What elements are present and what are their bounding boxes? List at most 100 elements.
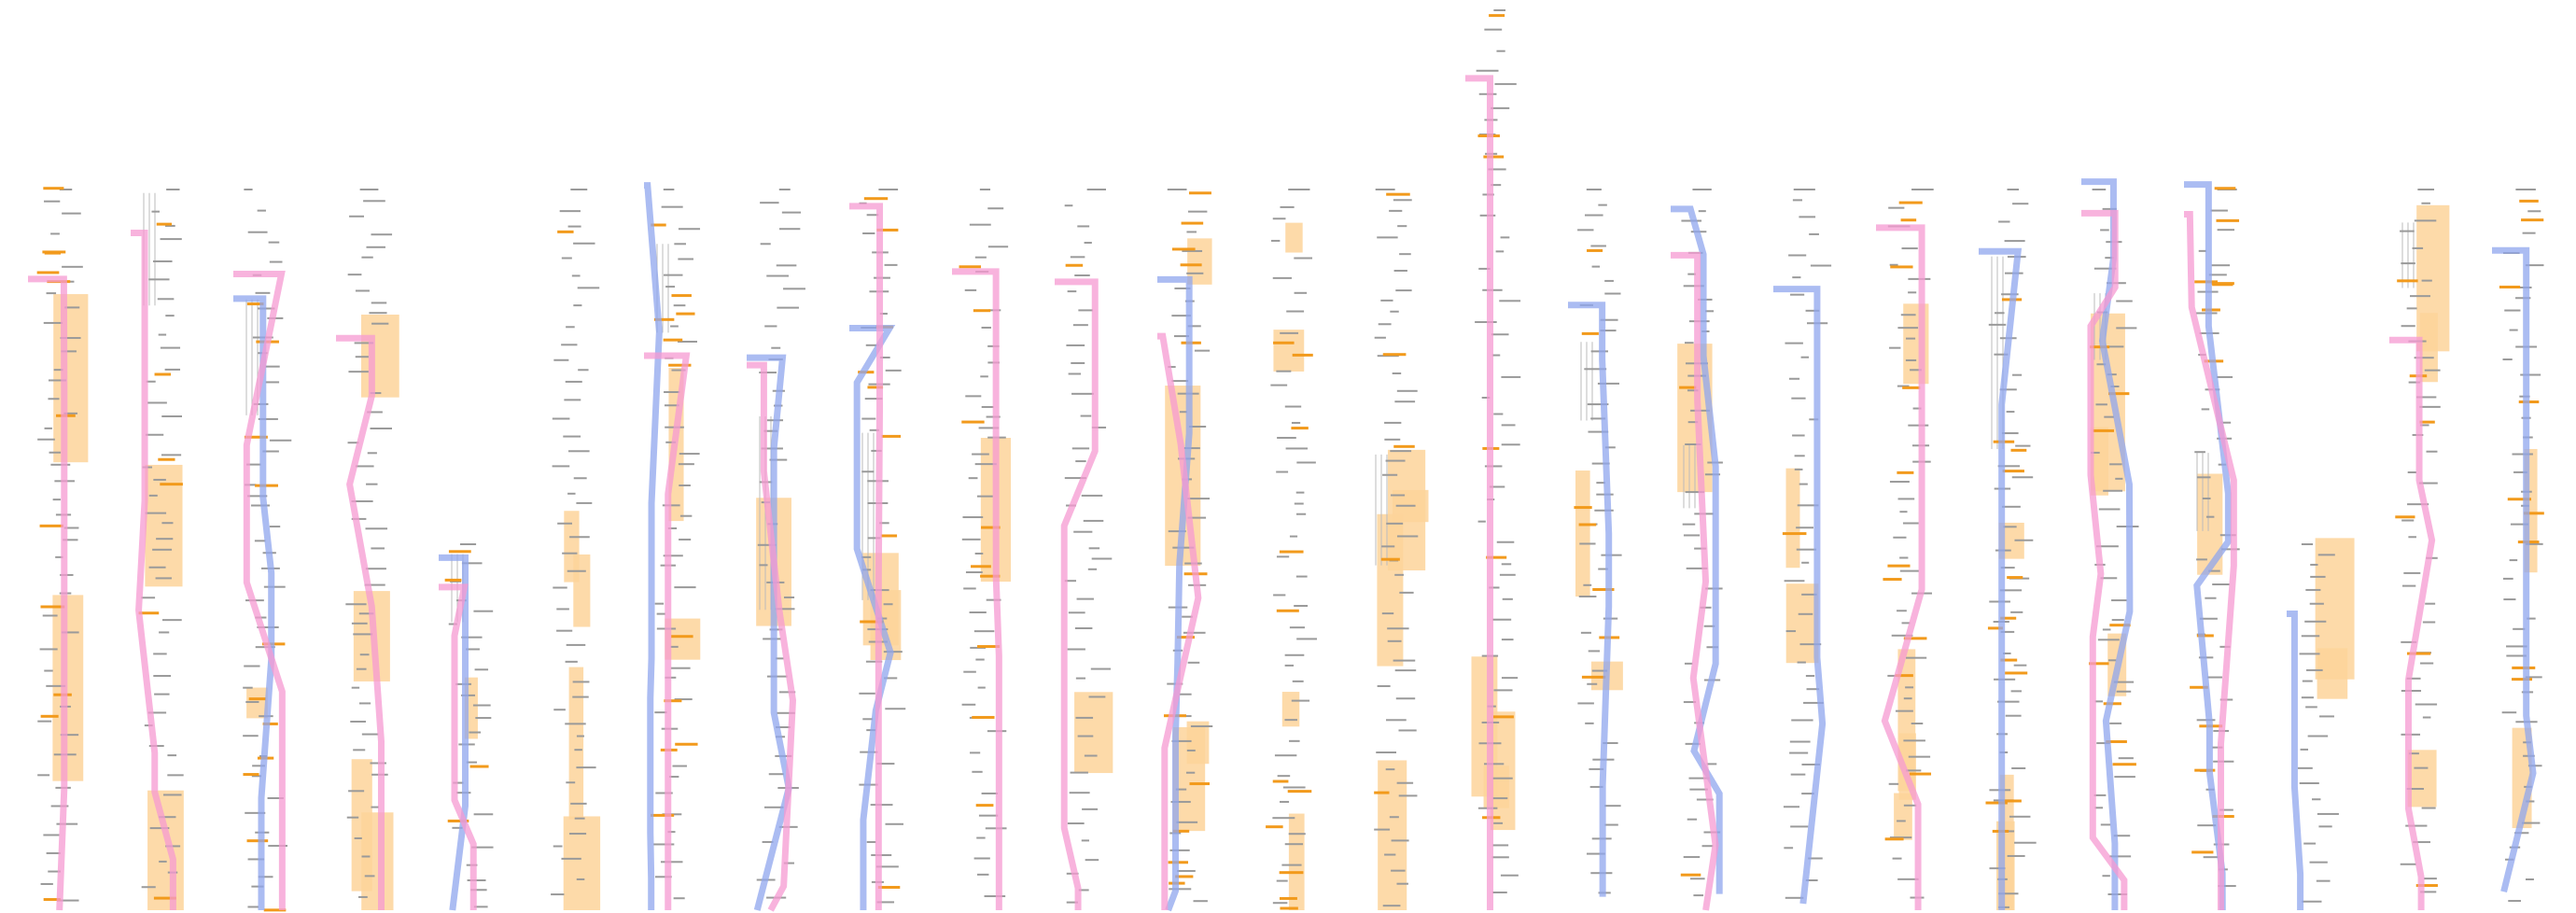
item-dash xyxy=(2201,408,2210,411)
item-dash xyxy=(2316,879,2331,882)
item-dash xyxy=(2527,210,2541,213)
item-dash xyxy=(1597,382,1619,385)
item-dash xyxy=(1687,818,1698,821)
item-dash xyxy=(1086,189,1106,190)
item-dash xyxy=(57,899,79,902)
item-dash xyxy=(162,794,182,796)
item-dash xyxy=(257,625,279,628)
item-dash xyxy=(1393,659,1416,662)
item-dash xyxy=(2410,295,2430,298)
item-dash xyxy=(361,855,371,858)
item-dash xyxy=(1277,775,1291,778)
item-dash xyxy=(760,202,779,204)
marker xyxy=(1181,221,1204,225)
item-dash xyxy=(2002,652,2011,654)
region-block xyxy=(53,294,89,463)
item-dash xyxy=(1791,397,1806,400)
marker xyxy=(1272,780,1289,783)
item-dash xyxy=(1789,740,1811,743)
item-dash xyxy=(2406,677,2421,680)
item-dash xyxy=(1589,767,1604,770)
item-dash xyxy=(2503,598,2516,601)
item-dash xyxy=(2509,559,2518,562)
item-dash xyxy=(1491,333,1509,336)
item-dash xyxy=(778,189,791,190)
item-dash xyxy=(757,543,777,546)
item-dash xyxy=(1077,735,1094,737)
item-dash xyxy=(1276,370,1292,372)
item-dash xyxy=(2105,257,2115,260)
item-dash xyxy=(1577,229,1594,232)
item-dash xyxy=(1604,279,1614,282)
item-dash xyxy=(267,796,284,799)
item-dash xyxy=(269,526,281,528)
item-dash xyxy=(1685,442,1701,445)
item-dash xyxy=(1284,653,1305,656)
item-dash xyxy=(2400,863,2416,865)
marker xyxy=(2000,658,2018,662)
item-dash xyxy=(1491,856,1509,859)
item-dash xyxy=(251,775,261,778)
item-dash xyxy=(1169,849,1190,851)
item-dash xyxy=(1501,639,1514,641)
item-dash xyxy=(963,670,976,673)
item-dash xyxy=(1091,426,1107,428)
route xyxy=(1465,75,1494,910)
item-dash xyxy=(777,711,795,714)
item-dash xyxy=(2426,450,2438,453)
item-dash xyxy=(2510,523,2529,526)
item-dash xyxy=(2508,900,2521,903)
item-dash xyxy=(2525,676,2542,679)
item-dash xyxy=(1282,786,1306,789)
marker xyxy=(246,839,269,843)
item-dash xyxy=(1590,417,1606,420)
item-dash xyxy=(1064,477,1086,480)
item-dash xyxy=(55,555,63,558)
item-dash xyxy=(60,734,79,737)
item-dash xyxy=(1399,253,1411,256)
item-dash xyxy=(2401,640,2417,643)
region-block xyxy=(52,595,84,781)
item-dash xyxy=(1784,847,1794,850)
item-dash xyxy=(1395,504,1416,507)
item-dash xyxy=(1493,413,1504,415)
item-dash xyxy=(473,610,494,612)
item-dash xyxy=(1801,763,1821,766)
item-dash xyxy=(254,540,266,542)
item-dash xyxy=(1604,446,1616,449)
item-dash xyxy=(1193,900,1208,903)
item-dash xyxy=(2525,542,2543,545)
item-dash xyxy=(2406,307,2417,310)
item-dash xyxy=(864,398,883,400)
item-dash xyxy=(977,686,986,689)
item-dash xyxy=(1501,424,1516,427)
item-dash xyxy=(359,653,370,656)
item-dash xyxy=(165,315,175,317)
item-dash xyxy=(258,417,278,420)
item-dash xyxy=(1179,411,1187,414)
route xyxy=(1773,286,1827,905)
item-dash xyxy=(1905,337,1916,340)
item-dash xyxy=(1491,892,1507,894)
item-dash xyxy=(876,901,895,904)
item-dash xyxy=(61,350,77,353)
item-dash xyxy=(48,870,61,873)
item-dash xyxy=(1912,407,1922,410)
item-dash xyxy=(1698,210,1706,213)
marker xyxy=(876,228,899,232)
item-dash xyxy=(1888,206,1905,209)
item-dash xyxy=(1587,682,1598,685)
item-dash xyxy=(2104,415,2115,418)
item-dash xyxy=(987,207,1004,210)
marker xyxy=(1680,873,1701,877)
marker xyxy=(2407,652,2431,655)
item-dash xyxy=(551,893,565,896)
item-dash xyxy=(1905,656,1927,659)
marker xyxy=(2194,768,2216,772)
item-dash xyxy=(2108,345,2124,348)
item-dash xyxy=(1085,859,1099,862)
item-dash xyxy=(470,889,487,892)
item-dash xyxy=(1586,189,1602,190)
item-dash xyxy=(981,405,994,408)
